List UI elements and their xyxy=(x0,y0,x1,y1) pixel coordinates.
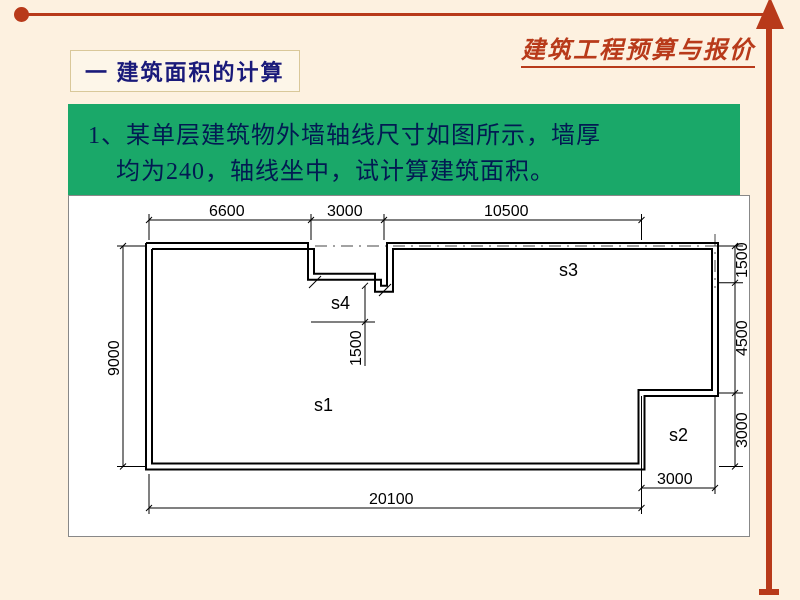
decorative-top-dot xyxy=(14,7,29,22)
dim-right-2: 4500 xyxy=(734,320,749,356)
label-s3: s3 xyxy=(559,260,578,280)
dim-bottom-1: 20100 xyxy=(369,491,414,508)
dim-right-1: 1500 xyxy=(734,242,749,278)
dim-top-2: 3000 xyxy=(327,203,363,220)
problem-line1: 某单层建筑物外墙轴线尺寸如图所示，墙厚 xyxy=(126,123,601,149)
problem-line2: 均为240，轴线坐中，试计算建筑面积。 xyxy=(116,159,555,185)
floor-plan-diagram: s1 s2 s3 s4 6600 3000 10500 1500 4500 30… xyxy=(68,195,750,537)
dim-left-1: 9000 xyxy=(106,340,123,376)
label-s4: s4 xyxy=(331,293,350,313)
page-title-text: 建筑工程预算与报价 xyxy=(521,37,755,68)
dim-inner-v: 1500 xyxy=(348,330,365,366)
floor-plan-svg: s1 s2 s3 s4 6600 3000 10500 1500 4500 30… xyxy=(69,196,749,536)
label-s1: s1 xyxy=(314,395,333,415)
dim-top-3: 10500 xyxy=(484,203,529,220)
dim-bottom-2: 3000 xyxy=(657,471,693,488)
decorative-top-line xyxy=(20,13,768,16)
problem-text: 1、某单层建筑物外墙轴线尺寸如图所示，墙厚 均为240，轴线坐中，试计算建筑面积… xyxy=(88,118,720,190)
label-s2: s2 xyxy=(669,425,688,445)
page-title: 建筑工程预算与报价 xyxy=(521,30,755,65)
section-heading: 一 建筑面积的计算 xyxy=(85,60,285,85)
dim-top-1: 6600 xyxy=(209,203,245,220)
decorative-arrow-shaft xyxy=(766,12,772,590)
decorative-arrow-base xyxy=(759,589,779,595)
dim-right-3: 3000 xyxy=(734,412,749,448)
decorative-arrow-head xyxy=(756,0,784,29)
section-heading-box: 一 建筑面积的计算 xyxy=(70,50,300,92)
problem-number: 1、 xyxy=(88,123,126,149)
problem-statement: 1、某单层建筑物外墙轴线尺寸如图所示，墙厚 均为240，轴线坐中，试计算建筑面积… xyxy=(68,104,740,204)
